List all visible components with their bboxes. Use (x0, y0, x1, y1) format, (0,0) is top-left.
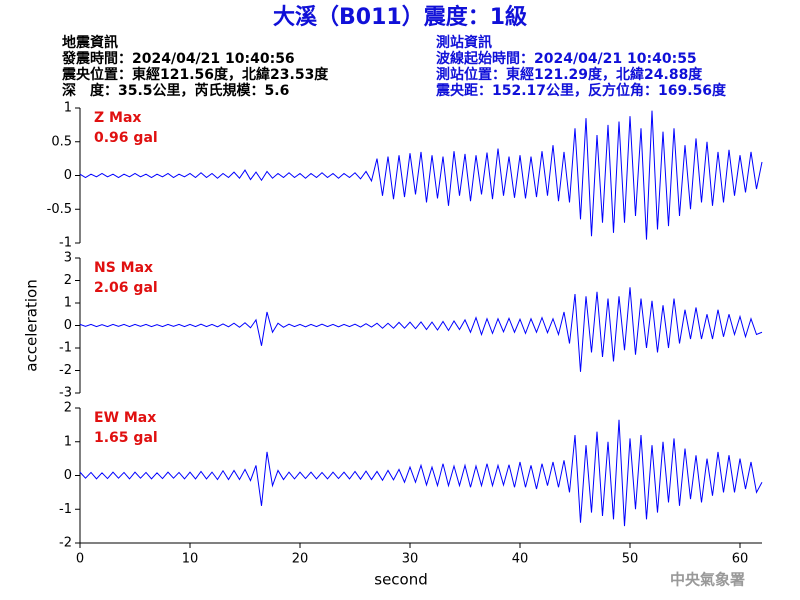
info-line: 震央位置：東經121.56度，北緯23.53度 (61, 66, 329, 83)
footer: 中央氣象署 (670, 571, 745, 589)
annotation: 1.65 gal (94, 430, 158, 446)
info-line: 深 度：35.5公里，芮氏規模：5.6 (62, 82, 289, 99)
y-tick-label: -2 (59, 363, 72, 378)
annotation: NS Max (94, 260, 153, 276)
y-axis-label: acceleration (23, 279, 41, 371)
annotation: EW Max (94, 410, 156, 426)
y-tick-label: 3 (64, 251, 72, 266)
annotation: Z Max (94, 110, 141, 126)
waveform (79, 287, 763, 372)
y-tick-label: 1 (64, 434, 72, 449)
y-tick-label: -0.5 (47, 202, 72, 217)
info-line: 測站資訊 (436, 34, 492, 51)
y-tick-label: 1 (64, 296, 72, 311)
info-line: 波線起始時間：2024/04/21 10:40:55 (436, 50, 697, 67)
info-line: 地震資訊 (62, 34, 118, 51)
annotation: 0.96 gal (94, 130, 158, 146)
info-line: 震央距：152.17公里，反方位角：169.56度 (435, 82, 727, 99)
y-tick-label: -2 (59, 536, 72, 551)
x-tick-label: 50 (622, 552, 639, 567)
y-tick-label: -3 (59, 386, 72, 401)
y-tick-label: 0 (64, 168, 72, 183)
y-tick-label: -1 (59, 236, 72, 251)
y-tick-label: 0 (64, 468, 72, 483)
y-tick-label: 0.5 (51, 134, 72, 149)
info-line: 測站位置：東經121.29度，北緯24.88度 (436, 66, 703, 83)
y-tick-label: 2 (64, 401, 72, 416)
y-tick-label: -1 (59, 502, 72, 517)
x-axis-label: second (374, 571, 428, 589)
y-tick-label: 1 (64, 101, 72, 116)
x-tick-label: 40 (512, 552, 529, 567)
info-line: 發震時間：2024/04/21 10:40:56 (61, 50, 295, 67)
y-tick-label: -1 (59, 341, 72, 356)
title: 大溪（B011）震度：1級 (273, 4, 527, 30)
x-tick-label: 30 (402, 552, 419, 567)
x-tick-label: 0 (76, 552, 84, 567)
x-tick-label: 10 (182, 552, 199, 567)
y-tick-label: 0 (64, 318, 72, 333)
waveform (79, 110, 763, 240)
annotation: 2.06 gal (94, 280, 158, 296)
y-tick-label: 2 (64, 273, 72, 288)
waveform (79, 419, 763, 527)
x-tick-label: 20 (292, 552, 309, 567)
x-tick-label: 60 (732, 552, 749, 567)
